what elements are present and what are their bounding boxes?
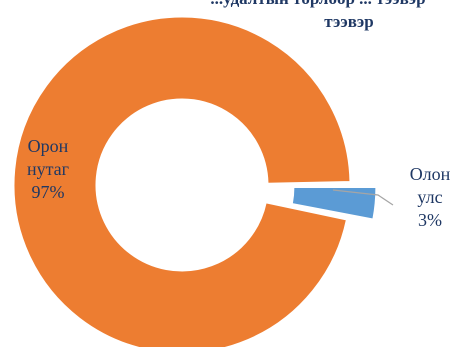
chart-title: ...удалтын төрлөөр ... тээвэр тээвэр xyxy=(210,0,425,31)
slice-label-line: Орон xyxy=(28,136,69,156)
slice-label-international: Олон улс 3% xyxy=(410,164,451,230)
slice-label-line: Олон xyxy=(410,164,451,184)
slice-label-line: 3% xyxy=(418,210,442,230)
slice-label-domestic: Орон нутаг 97% xyxy=(27,136,69,202)
doughnut-slices xyxy=(13,16,377,347)
chart-title-line-1: ...удалтын төрлөөр ... тээвэр xyxy=(210,0,425,8)
leader-line-international xyxy=(332,189,394,206)
slice-international xyxy=(291,186,377,220)
slice-domestic xyxy=(13,16,351,347)
slice-labels: Орон нутаг 97% Олон улс 3% xyxy=(27,136,451,230)
leader-lines xyxy=(332,189,394,206)
slice-label-line: 97% xyxy=(32,182,65,202)
slice-label-line: нутаг xyxy=(27,159,69,179)
chart-title-line-2: тээвэр xyxy=(324,12,373,31)
slice-label-line: улс xyxy=(417,187,442,207)
